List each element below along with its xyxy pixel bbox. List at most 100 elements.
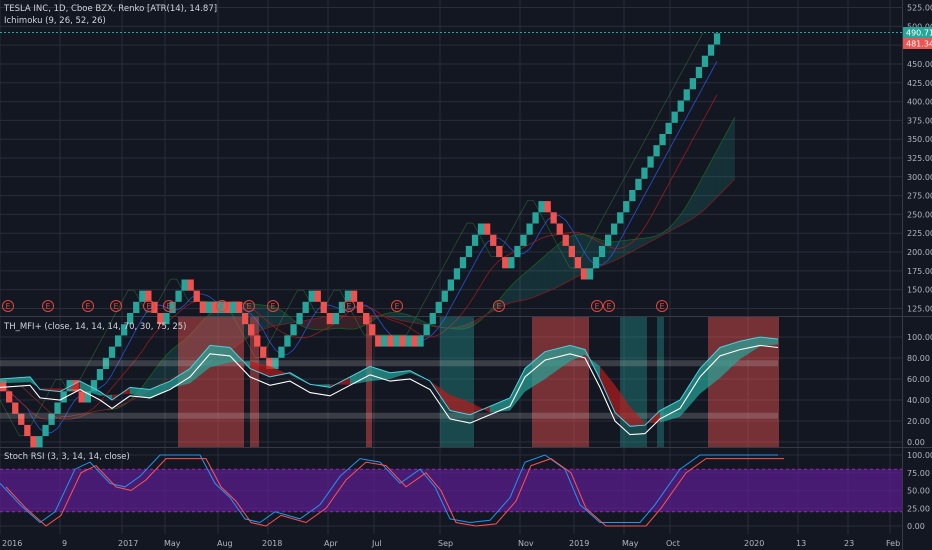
renko-down-brick[interactable] [574, 257, 582, 269]
renko-down-brick[interactable] [387, 335, 394, 347]
renko-up-brick[interactable] [332, 313, 340, 325]
renko-up-brick[interactable] [405, 335, 412, 347]
renko-up-brick[interactable] [713, 33, 721, 45]
renko-down-brick[interactable] [496, 245, 503, 258]
renko-up-brick[interactable] [423, 324, 430, 336]
renko-up-brick[interactable] [520, 234, 527, 246]
renko-up-brick[interactable] [90, 380, 98, 392]
renko-up-brick[interactable] [115, 335, 122, 347]
renko-down-brick[interactable] [78, 391, 85, 403]
renko-up-brick[interactable] [465, 245, 473, 258]
renko-down-brick[interactable] [369, 324, 376, 336]
earnings-marker[interactable]: E [391, 300, 403, 312]
renko-up-brick[interactable] [66, 380, 73, 392]
renko-up-brick[interactable] [417, 335, 424, 347]
renko-up-brick[interactable] [623, 201, 630, 213]
renko-up-brick[interactable] [592, 257, 600, 269]
renko-up-brick[interactable] [133, 301, 140, 313]
renko-up-brick[interactable] [272, 357, 279, 369]
earnings-marker[interactable]: E [143, 300, 155, 312]
renko-up-brick[interactable] [381, 335, 388, 347]
renko-down-brick[interactable] [24, 424, 31, 437]
renko-up-brick[interactable] [671, 111, 678, 123]
renko-down-brick[interactable] [6, 391, 13, 403]
renko-up-brick[interactable] [677, 100, 684, 112]
renko-down-brick[interactable] [30, 436, 37, 448]
renko-up-brick[interactable] [96, 369, 104, 381]
renko-down-brick[interactable] [314, 290, 321, 302]
renko-down-brick[interactable] [193, 290, 200, 302]
renko-up-brick[interactable] [641, 167, 648, 179]
earnings-marker[interactable]: E [267, 300, 279, 312]
renko-up-brick[interactable] [707, 44, 715, 56]
renko-up-brick[interactable] [48, 413, 55, 425]
stoch-rsi-pane[interactable] [0, 454, 902, 527]
renko-down-brick[interactable] [326, 313, 333, 325]
stoch-rsi-title[interactable]: Stoch RSI (3, 3, 14, 14, close) [4, 452, 130, 462]
renko-down-brick[interactable] [242, 313, 249, 325]
time-axis[interactable]: 2016 9 2017 May Aug 2018 Apr Jul Sep Nov 2019 May Oc… [2, 539, 900, 548]
renko-down-brick[interactable] [266, 357, 273, 369]
renko-down-brick[interactable] [580, 268, 588, 280]
renko-up-brick[interactable] [629, 190, 636, 202]
renko-down-brick[interactable] [145, 290, 152, 302]
renko-up-brick[interactable] [453, 268, 461, 280]
renko-down-brick[interactable] [320, 301, 327, 313]
renko-up-brick[interactable] [296, 313, 303, 325]
renko-up-brick[interactable] [344, 290, 352, 302]
renko-up-brick[interactable] [605, 234, 612, 246]
renko-up-brick[interactable] [121, 324, 128, 336]
renko-down-brick[interactable] [260, 346, 267, 358]
renko-up-brick[interactable] [653, 145, 660, 157]
renko-down-brick[interactable] [235, 301, 243, 313]
renko-up-brick[interactable] [683, 89, 690, 101]
renko-up-brick[interactable] [84, 391, 91, 403]
renko-up-brick[interactable] [175, 290, 182, 302]
renko-up-brick[interactable] [163, 313, 170, 325]
renko-up-brick[interactable] [701, 55, 709, 67]
renko-down-brick[interactable] [248, 324, 255, 336]
earnings-marker[interactable]: E [110, 300, 122, 312]
earnings-marker[interactable]: E [603, 300, 615, 312]
renko-up-brick[interactable] [532, 212, 539, 224]
renko-up-brick[interactable] [302, 301, 309, 313]
renko-up-brick[interactable] [429, 313, 436, 325]
ichimoku-title[interactable]: Ichimoku (9, 26, 52, 26) [4, 16, 106, 26]
renko-up-brick[interactable] [695, 66, 703, 79]
renko-up-brick[interactable] [477, 223, 485, 235]
renko-up-brick[interactable] [278, 346, 285, 358]
renko-up-brick[interactable] [659, 134, 666, 146]
mfi-pane[interactable] [0, 317, 779, 447]
renko-down-brick[interactable] [490, 234, 497, 246]
renko-down-brick[interactable] [18, 413, 25, 425]
renko-up-brick[interactable] [538, 201, 545, 213]
renko-up-brick[interactable] [441, 290, 448, 302]
renko-up-brick[interactable] [36, 436, 43, 448]
earnings-marker[interactable]: E [343, 300, 355, 312]
renko-down-brick[interactable] [562, 234, 569, 246]
renko-down-brick[interactable] [568, 245, 575, 258]
renko-up-brick[interactable] [611, 223, 618, 235]
earnings-marker[interactable]: E [656, 300, 668, 312]
renko-up-brick[interactable] [60, 391, 67, 403]
earnings-marker[interactable]: E [493, 300, 505, 312]
renko-up-brick[interactable] [689, 78, 696, 90]
renko-down-brick[interactable] [484, 223, 491, 235]
renko-up-brick[interactable] [447, 279, 454, 291]
renko-down-brick[interactable] [157, 313, 164, 325]
earnings-marker[interactable]: E [216, 300, 228, 312]
renko-up-brick[interactable] [102, 357, 110, 369]
renko-down-brick[interactable] [399, 335, 406, 347]
renko-up-brick[interactable] [586, 268, 594, 280]
renko-up-brick[interactable] [471, 234, 479, 246]
renko-up-brick[interactable] [42, 424, 49, 437]
renko-down-brick[interactable] [254, 335, 261, 347]
price-axis[interactable]: 525.00500.00475.00450.00425.00400.00375.… [907, 4, 932, 531]
renko-down-brick[interactable] [211, 301, 219, 313]
renko-up-brick[interactable] [635, 178, 642, 190]
renko-up-brick[interactable] [435, 301, 442, 313]
renko-up-brick[interactable] [127, 313, 134, 325]
renko-down-brick[interactable] [0, 380, 7, 392]
earnings-marker[interactable]: E [591, 300, 603, 312]
